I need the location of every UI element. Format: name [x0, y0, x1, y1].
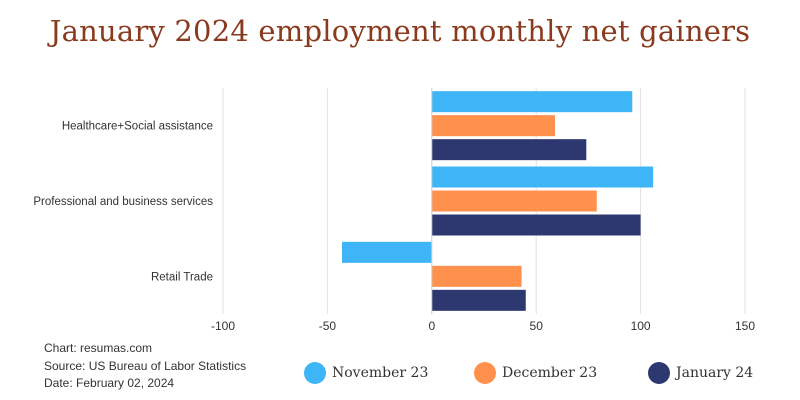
bar-1-1 [431, 190, 597, 212]
x-tick-label: 100 [631, 319, 651, 333]
category-label: Retail Trade [151, 271, 213, 283]
legend-swatch-december [474, 362, 496, 384]
x-tick-label: -50 [319, 319, 337, 333]
x-tick-label: -100 [211, 319, 235, 333]
chart-notes: Chart: resumas.com Source: US Bureau of … [44, 340, 246, 393]
chart-credit: Chart: resumas.com [44, 341, 153, 355]
legend-item-january: January 24 [648, 362, 753, 384]
legend-swatch-november [304, 362, 326, 384]
bar-1-2 [431, 214, 641, 236]
x-tick-label: 150 [735, 319, 755, 333]
chart-legend: November 23 December 23 January 24 [0, 362, 800, 390]
legend-item-december: December 23 [474, 362, 597, 384]
bar-1-0 [431, 166, 654, 188]
chart-source: Source: US Bureau of Labor Statistics [44, 358, 247, 373]
legend-label-december: December 23 [502, 365, 598, 381]
bar-2-1 [431, 265, 522, 287]
legend-label-january: January 24 [676, 365, 754, 381]
legend-item-november: November 23 [304, 362, 428, 384]
category-label: Healthcare+Social assistance [62, 121, 213, 133]
chart-date: Date: February 02, 2024 [44, 376, 175, 390]
bar-0-1 [431, 115, 555, 137]
x-tick-label: 50 [530, 319, 544, 333]
x-tick-label: 0 [428, 319, 435, 333]
bar-0-2 [431, 139, 587, 161]
chart-title: January 2024 employment monthly net gain… [49, 14, 751, 48]
bar-2-0 [342, 241, 432, 263]
bar-2-2 [431, 289, 526, 311]
legend-swatch-january [648, 362, 670, 384]
category-label: Professional and business services [33, 196, 213, 208]
legend-label-november: November 23 [332, 365, 429, 381]
bar-0-0 [431, 91, 633, 113]
